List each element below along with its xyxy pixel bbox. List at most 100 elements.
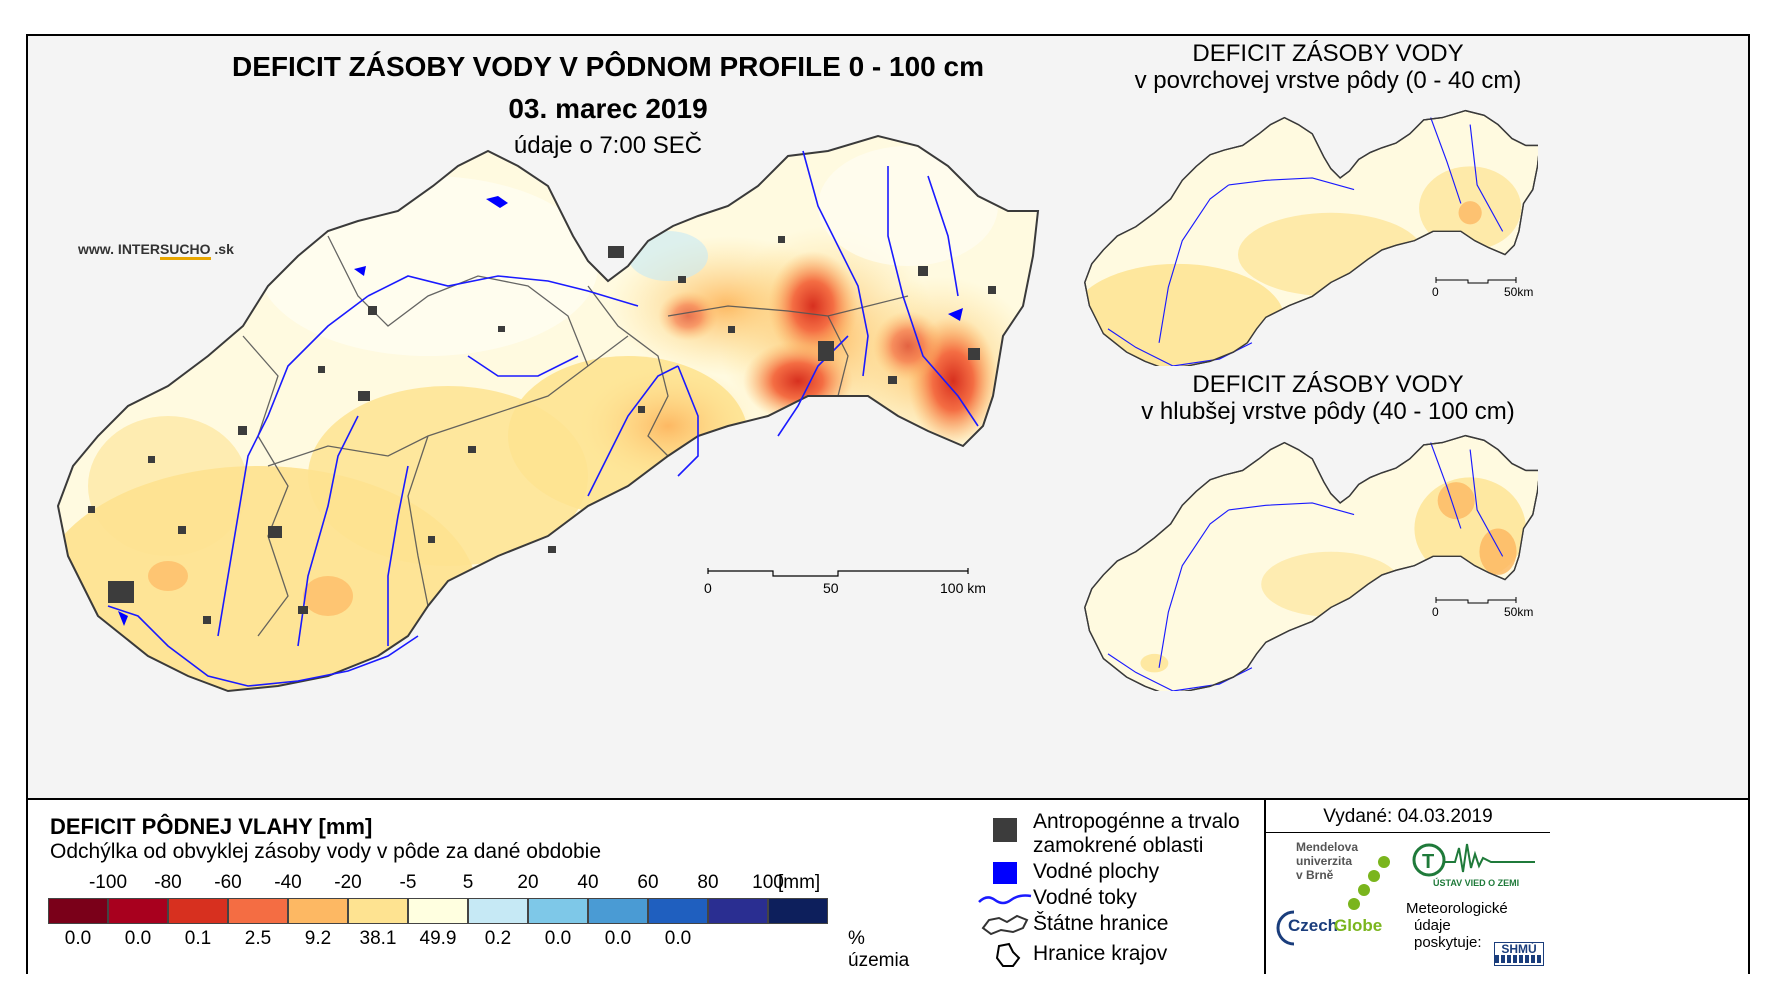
shmu-label: SHMÚ bbox=[1501, 942, 1537, 956]
credits-panel: Vydané: 04.03.2019 Mendelova univerzita … bbox=[1264, 800, 1550, 974]
czechglobe-part1: Czech bbox=[1288, 916, 1339, 935]
legend-percent-value: 0.0 bbox=[544, 928, 572, 949]
website-suffix: .sk bbox=[210, 241, 234, 257]
symbol-rivers: Vodné toky bbox=[973, 886, 1273, 912]
inset-bottom-title-line2: v hlubšej vrstve pôdy (40 - 100 cm) bbox=[1141, 398, 1515, 425]
shmu-wave-icon bbox=[1495, 955, 1543, 963]
legend-swatch bbox=[528, 898, 588, 924]
issued-date: Vydané: 04.03.2019 bbox=[1323, 806, 1493, 827]
legend-class-bound: -80 bbox=[154, 872, 182, 893]
legend-percent-value: 0.2 bbox=[484, 928, 512, 949]
inset-bottom-map bbox=[1084, 434, 1538, 691]
legend-class-bound: -5 bbox=[399, 872, 417, 893]
main-scale-tick-2: 100 km bbox=[940, 580, 986, 596]
inset-top-scale-tick-0: 0 bbox=[1432, 285, 1439, 299]
legend-percent-value: 0.0 bbox=[664, 928, 692, 949]
legend-swatch bbox=[48, 898, 108, 924]
symbol-label-water-bodies: Vodné plochy bbox=[1033, 860, 1160, 883]
legend-bar: DEFICIT PÔDNEJ VLAHY [mm] Odchýlka od ob… bbox=[28, 798, 1748, 974]
legend-class-bound: -60 bbox=[214, 872, 242, 893]
legend-subtitle: Odchýlka od obvyklej zásoby vody v pôde … bbox=[50, 840, 602, 863]
website-prefix: www. INTER bbox=[78, 241, 160, 257]
legend-swatch bbox=[708, 898, 768, 924]
mendel-line3: v Brně bbox=[1296, 868, 1334, 882]
legend-percent-value: 0.0 bbox=[64, 928, 92, 949]
legend-class-bounds: -100 -80 -60 -40 -20 -5 5 20 40 60 80 100 [mm] bbox=[28, 872, 928, 898]
shmu-logo: SHMÚ bbox=[1494, 942, 1544, 966]
legend-percent-value: 0.0 bbox=[604, 928, 632, 949]
legend-swatch bbox=[468, 898, 528, 924]
ustav-logo: T ÚSTAV VIED O ZEMI bbox=[1411, 838, 1541, 894]
inset-top-title: DEFICIT ZÁSOBY VODY v povrchovej vrstve … bbox=[1098, 40, 1558, 94]
legend-swatch bbox=[108, 898, 168, 924]
symbol-label-anthropogenic-1: Antropogénne a trvalo bbox=[1033, 810, 1240, 833]
inset-top-scale-tick-1: 50km bbox=[1504, 285, 1534, 299]
inset-bottom-title: DEFICIT ZÁSOBY VODY v hlubšej vrstve pôd… bbox=[1098, 371, 1558, 425]
legend-swatch bbox=[168, 898, 228, 924]
region-border-icon bbox=[995, 942, 1021, 967]
meteo-provider: Meteorologické údaje poskytuje: bbox=[1406, 900, 1508, 951]
legend-percent-value: 49.9 bbox=[419, 928, 457, 949]
river-line-icon bbox=[978, 894, 1032, 905]
inset-bottom-scale: 0 50km bbox=[1428, 593, 1538, 623]
czechglobe-part2: Globe bbox=[1334, 916, 1383, 935]
legend-class-bound: -100 bbox=[88, 872, 128, 893]
dark-square-icon bbox=[993, 818, 1017, 842]
inset-bottom-scale-tick-0: 0 bbox=[1432, 605, 1439, 619]
symbol-label-rivers: Vodné toky bbox=[1033, 886, 1137, 909]
legend-swatch bbox=[588, 898, 648, 924]
symbol-label-anthropogenic-2: zamokrené oblasti bbox=[1033, 834, 1204, 857]
inset-top-title-line1: DEFICIT ZÁSOBY VODY bbox=[1192, 40, 1464, 67]
legend-unit: [mm] bbox=[778, 872, 821, 893]
state-border-icon bbox=[981, 914, 1029, 936]
inset-top-scale: 0 50km bbox=[1428, 273, 1538, 303]
czechglobe-logo: Czech Globe bbox=[1276, 908, 1406, 948]
legend-percent-value: 0.0 bbox=[124, 928, 152, 949]
legend-class-bound: 100 bbox=[752, 872, 784, 893]
legend-percent-row: 0.0 0.0 0.1 2.5 9.2 38.1 49.9 0.2 0.0 0.0 0.0 % úze… bbox=[28, 928, 928, 971]
legend-class-bound: 20 bbox=[517, 872, 539, 893]
meteo-line2: údaje bbox=[1414, 917, 1451, 934]
blue-square-icon bbox=[993, 862, 1017, 884]
legend-title: DEFICIT PÔDNEJ VLAHY [mm] bbox=[50, 814, 373, 839]
legend-color-ramp bbox=[48, 898, 828, 924]
symbol-state-border: Štátne hranice bbox=[973, 912, 1273, 938]
symbol-label-region-border: Hranice krajov bbox=[1033, 942, 1168, 965]
seismograph-icon: T bbox=[1412, 843, 1535, 877]
map-area: DEFICIT ZÁSOBY VODY V PÔDNOM PROFILE 0 -… bbox=[28, 36, 1748, 798]
symbol-label-state-border: Štátne hranice bbox=[1033, 912, 1169, 935]
legend-percent-label: % územia bbox=[848, 928, 910, 971]
inset-bottom-title-line1: DEFICIT ZÁSOBY VODY bbox=[1192, 371, 1464, 398]
mendel-line1: Mendelova bbox=[1296, 840, 1359, 854]
inset-top-title-line2: v povrchovej vrstve pôdy (0 - 40 cm) bbox=[1134, 67, 1522, 94]
symbol-region-border: Hranice krajov bbox=[973, 940, 1273, 970]
inset-bottom-scale-tick-1: 50km bbox=[1504, 605, 1534, 619]
svg-text:T: T bbox=[1422, 851, 1434, 873]
legend-swatch bbox=[408, 898, 468, 924]
main-scale-bar bbox=[707, 568, 969, 577]
inset-top-map bbox=[1084, 109, 1538, 366]
main-scale-tick-0: 0 bbox=[704, 580, 712, 596]
map-date: 03. marec 2019 bbox=[508, 93, 708, 124]
legend-class-bound: 40 bbox=[577, 872, 599, 893]
legend-class-bound: 80 bbox=[697, 872, 719, 893]
czechglobe-icon bbox=[1276, 910, 1295, 946]
meteo-line3: poskytuje: bbox=[1414, 934, 1482, 951]
meteo-line1: Meteorologické bbox=[1406, 900, 1508, 917]
legend-swatch bbox=[288, 898, 348, 924]
legend-percent-value: 0.1 bbox=[184, 928, 212, 949]
ustav-label: ÚSTAV VIED O ZEMI bbox=[1433, 878, 1520, 888]
legend-percent-value: 38.1 bbox=[359, 928, 397, 949]
map-title: DEFICIT ZÁSOBY VODY V PÔDNOM PROFILE 0 -… bbox=[231, 51, 984, 82]
mendel-logo: Mendelova univerzita v Brně bbox=[1296, 840, 1416, 882]
main-map: 0 50 100 km bbox=[57, 135, 1039, 692]
legend-swatch bbox=[768, 898, 828, 924]
mendel-line2: univerzita bbox=[1296, 854, 1353, 868]
symbol-anthropogenic: Antropogénne a trvalo zamokrené oblasti bbox=[973, 810, 1273, 860]
website-link[interactable]: www. INTERSUCHO .sk bbox=[78, 241, 234, 260]
map-sheet: DEFICIT ZÁSOBY VODY V PÔDNOM PROFILE 0 -… bbox=[26, 34, 1750, 974]
legend-percent-value: 9.2 bbox=[304, 928, 332, 949]
mendel-dots-icon bbox=[1348, 856, 1390, 910]
legend-swatch bbox=[228, 898, 288, 924]
legend-class-bound: 60 bbox=[637, 872, 659, 893]
